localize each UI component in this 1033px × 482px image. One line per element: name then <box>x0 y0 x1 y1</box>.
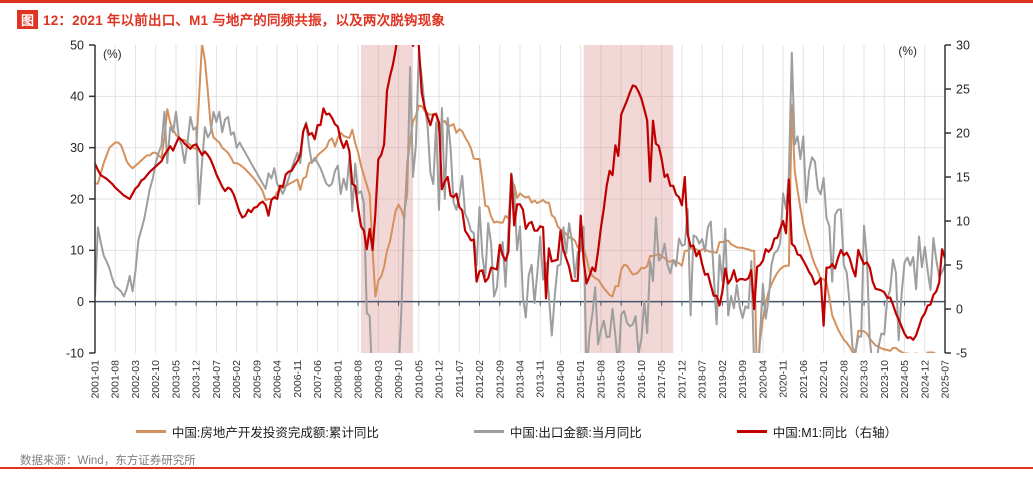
svg-text:-10: -10 <box>66 346 84 360</box>
svg-text:2024-05: 2024-05 <box>899 360 911 399</box>
svg-text:20: 20 <box>70 192 84 206</box>
svg-text:2001-08: 2001-08 <box>110 360 122 399</box>
svg-text:2022-08: 2022-08 <box>838 360 850 399</box>
svg-text:2019-09: 2019-09 <box>737 360 749 399</box>
figure-title-row: 图 12：2021 年以前出口、M1 与地产的同频共振，以及两次脱钩现象 <box>17 8 445 30</box>
svg-text:50: 50 <box>70 38 84 52</box>
bottom-red-rule <box>0 467 1033 469</box>
svg-text:2008-01: 2008-01 <box>332 360 344 399</box>
legend-item-m1: 中国:M1:同比（右轴） <box>736 422 898 441</box>
svg-text:2013-04: 2013-04 <box>515 360 527 399</box>
chart-legend: 中国:房地产开发投资完成额:累计同比 中国:出口金额:当月同比 中国:M1:同比… <box>0 422 1033 441</box>
svg-text:2001-01: 2001-01 <box>90 360 102 399</box>
legend-item-realestate: 中国:房地产开发投资完成额:累计同比 <box>135 422 379 441</box>
red-line-swatch <box>736 430 767 433</box>
svg-text:2010-05: 2010-05 <box>413 360 425 399</box>
figure-chip: 图 <box>17 9 38 29</box>
data-source-note: 数据来源：Wind，东方证券研究所 <box>20 455 196 467</box>
legend-label: 中国:出口金额:当月同比 <box>509 426 642 440</box>
svg-text:30: 30 <box>70 141 84 155</box>
svg-text:2021-06: 2021-06 <box>798 360 810 399</box>
svg-text:2020-11: 2020-11 <box>778 360 790 398</box>
svg-text:2012-02: 2012-02 <box>474 360 486 399</box>
svg-text:2006-04: 2006-04 <box>272 360 284 399</box>
svg-text:2013-11: 2013-11 <box>535 360 547 398</box>
svg-text:2023-03: 2023-03 <box>859 360 871 399</box>
svg-text:2024-12: 2024-12 <box>919 360 931 399</box>
svg-text:2006-11: 2006-11 <box>292 360 304 398</box>
svg-text:2015-08: 2015-08 <box>595 360 607 399</box>
svg-text:2018-07: 2018-07 <box>697 360 709 399</box>
svg-text:2017-05: 2017-05 <box>656 360 668 399</box>
svg-text:2023-10: 2023-10 <box>879 360 891 399</box>
svg-text:0: 0 <box>956 302 963 316</box>
svg-text:0: 0 <box>77 295 84 309</box>
svg-text:2005-02: 2005-02 <box>231 360 243 399</box>
svg-text:20: 20 <box>956 126 970 140</box>
svg-text:30: 30 <box>956 38 970 52</box>
svg-text:40: 40 <box>70 90 84 104</box>
svg-text:2010-12: 2010-12 <box>434 360 446 399</box>
svg-text:2002-03: 2002-03 <box>130 360 142 399</box>
svg-text:2002-10: 2002-10 <box>150 360 162 399</box>
svg-text:2012-09: 2012-09 <box>494 360 506 399</box>
legend-label: 中国:M1:同比（右轴） <box>772 426 898 440</box>
legend-label: 中国:房地产开发投资完成额:累计同比 <box>171 426 379 440</box>
svg-text:2019-02: 2019-02 <box>717 360 729 399</box>
svg-text:2009-10: 2009-10 <box>393 360 405 399</box>
svg-text:25: 25 <box>956 82 970 96</box>
svg-text:2005-09: 2005-09 <box>251 360 263 399</box>
svg-text:10: 10 <box>956 214 970 228</box>
svg-text:(%): (%) <box>898 44 917 58</box>
svg-text:2025-07: 2025-07 <box>940 360 952 399</box>
svg-text:2017-12: 2017-12 <box>676 360 688 399</box>
svg-text:15: 15 <box>956 170 970 184</box>
svg-text:2016-10: 2016-10 <box>636 360 648 399</box>
svg-text:-5: -5 <box>956 346 967 360</box>
svg-text:2015-01: 2015-01 <box>575 360 587 399</box>
svg-text:2011-07: 2011-07 <box>454 360 466 398</box>
svg-text:(%): (%) <box>103 47 122 61</box>
svg-text:2003-05: 2003-05 <box>170 360 182 399</box>
svg-text:2016-03: 2016-03 <box>616 360 628 399</box>
svg-text:2009-03: 2009-03 <box>373 360 385 399</box>
legend-item-exports: 中国:出口金额:当月同比 <box>473 422 642 441</box>
svg-text:2004-07: 2004-07 <box>211 360 223 399</box>
svg-text:2020-04: 2020-04 <box>757 360 769 399</box>
svg-text:2007-06: 2007-06 <box>312 360 324 399</box>
orange-line-swatch <box>135 430 166 433</box>
svg-text:10: 10 <box>70 244 84 258</box>
figure-title: 12：2021 年以前出口、M1 与地产的同频共振，以及两次脱钩现象 <box>43 13 446 28</box>
svg-text:2022-01: 2022-01 <box>818 360 830 399</box>
gray-line-swatch <box>473 430 504 433</box>
svg-text:2008-08: 2008-08 <box>353 360 365 399</box>
svg-text:5: 5 <box>956 258 963 272</box>
top-red-rule <box>0 0 1033 3</box>
svg-text:2014-06: 2014-06 <box>555 360 567 399</box>
svg-text:2003-12: 2003-12 <box>191 360 203 399</box>
